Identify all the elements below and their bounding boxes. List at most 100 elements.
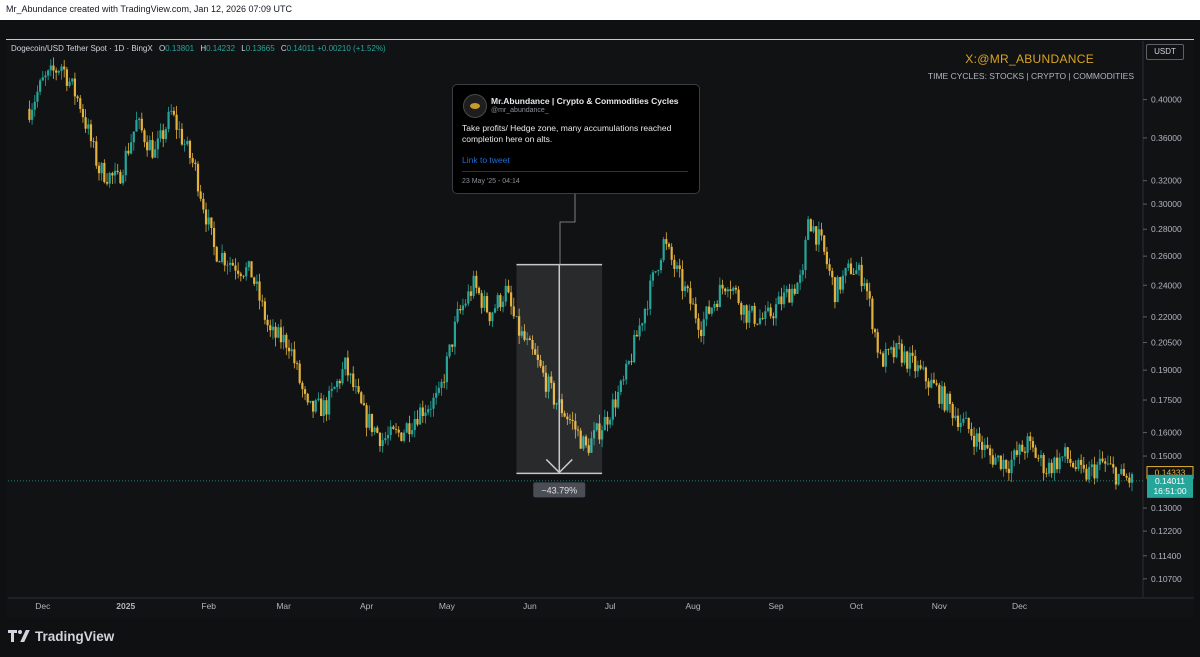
candle-body: [890, 347, 893, 350]
candle-body: [341, 369, 344, 384]
tradingview-logo[interactable]: TradingView: [8, 629, 114, 645]
candle-body: [499, 295, 502, 308]
candle-body: [523, 331, 526, 340]
candle-body: [1021, 444, 1024, 452]
candle-body: [879, 352, 882, 354]
candle-body: [229, 262, 232, 265]
candle-body: [63, 66, 66, 70]
candle-body: [702, 319, 705, 337]
tweet-connector: [559, 193, 576, 265]
candle-body: [253, 277, 256, 284]
candle-body: [1066, 447, 1069, 459]
candle-body: [694, 303, 697, 319]
candle-body: [718, 284, 721, 307]
candle-body: [381, 440, 384, 447]
y-tick-label: 0.15000: [1151, 451, 1182, 461]
close-key: C: [280, 44, 287, 53]
candle-body: [167, 111, 170, 130]
candle-body: [579, 430, 582, 449]
candle-body: [52, 65, 55, 71]
candle-body: [1101, 458, 1104, 462]
x-tick-label: May: [439, 601, 456, 611]
candle-body: [469, 291, 473, 296]
y-tick-label: 0.40000: [1151, 95, 1182, 105]
candle-body: [204, 209, 208, 225]
candle-body: [635, 334, 638, 337]
candle-body: [868, 291, 871, 299]
open-value: 0.13801: [165, 44, 195, 53]
y-tick-label: 0.10700: [1151, 574, 1182, 584]
x-tick-label: Apr: [360, 601, 373, 611]
candle-body: [815, 226, 818, 245]
candle-body: [1042, 454, 1045, 474]
candle-body: [95, 141, 98, 166]
candle-body: [448, 344, 451, 357]
candle-body: [638, 325, 641, 337]
candle-body: [975, 433, 978, 447]
y-tick-label: 0.16000: [1151, 428, 1182, 438]
candle-body: [132, 131, 135, 143]
candle-body: [766, 307, 770, 312]
candle-body: [598, 423, 601, 440]
candle-body: [563, 413, 566, 417]
tweet-date: 23 May '25 - 04:14: [462, 178, 520, 185]
y-tick-label: 0.30000: [1151, 199, 1182, 209]
candle-body: [242, 275, 245, 277]
candle-body: [1069, 458, 1072, 463]
candle-body: [999, 455, 1002, 470]
tweet-link[interactable]: Link to tweet: [462, 155, 510, 165]
candle-body: [898, 343, 901, 344]
candle-body: [47, 70, 50, 76]
candle-body: [255, 281, 258, 284]
currency-button[interactable]: USDT: [1146, 44, 1184, 60]
candle-body: [113, 170, 117, 176]
candle-body: [57, 71, 60, 73]
candle-body: [665, 239, 668, 244]
high-key: H: [200, 44, 207, 53]
candle-body: [1005, 459, 1008, 469]
candle-body: [156, 138, 159, 150]
candle-body: [954, 415, 957, 419]
candle-body: [614, 399, 617, 408]
x-tick-label: 2025: [116, 601, 135, 611]
symbol-legend[interactable]: Dogecoin/USD Tether Spot · 1D · BingX O0…: [11, 44, 386, 53]
candle-body: [483, 296, 486, 308]
candle-body: [274, 326, 277, 338]
candle-body: [881, 353, 885, 367]
candles: [28, 57, 1134, 492]
x-tick-label: Feb: [201, 601, 216, 611]
candle-body: [1104, 461, 1107, 464]
candle-body: [972, 435, 976, 447]
candle-body: [76, 96, 79, 99]
candle-body: [622, 379, 625, 381]
candle-body: [1077, 459, 1080, 469]
candle-body: [164, 129, 167, 139]
candle-body: [769, 307, 772, 317]
open-key: O: [158, 44, 166, 53]
candle-body: [777, 296, 780, 305]
candle-body: [1080, 459, 1083, 465]
change-value: +0.00210 (+1.52%): [317, 44, 386, 53]
candle-body: [1002, 459, 1005, 470]
candle-body: [895, 343, 898, 358]
candle-body: [97, 165, 101, 174]
candle-body: [402, 432, 406, 441]
candle-body: [1058, 457, 1061, 470]
tweet-handle: @mr_abundance_: [491, 107, 549, 114]
candle-body: [188, 140, 192, 159]
candle-body: [643, 308, 647, 324]
candle-body: [41, 77, 44, 81]
candle-body: [884, 349, 887, 367]
tweet-divider: [462, 171, 688, 172]
candle-body: [1074, 467, 1077, 469]
candle-body: [531, 340, 534, 350]
candle-body: [627, 361, 630, 364]
candle-body: [186, 140, 189, 145]
candle-body: [978, 433, 981, 442]
candle-body: [817, 229, 820, 245]
attribution-bar: Mr_Abundance created with TradingView.co…: [0, 0, 1200, 20]
candle-body: [432, 397, 435, 409]
candle-body: [146, 142, 149, 151]
close-value: 0.14011: [286, 44, 315, 53]
